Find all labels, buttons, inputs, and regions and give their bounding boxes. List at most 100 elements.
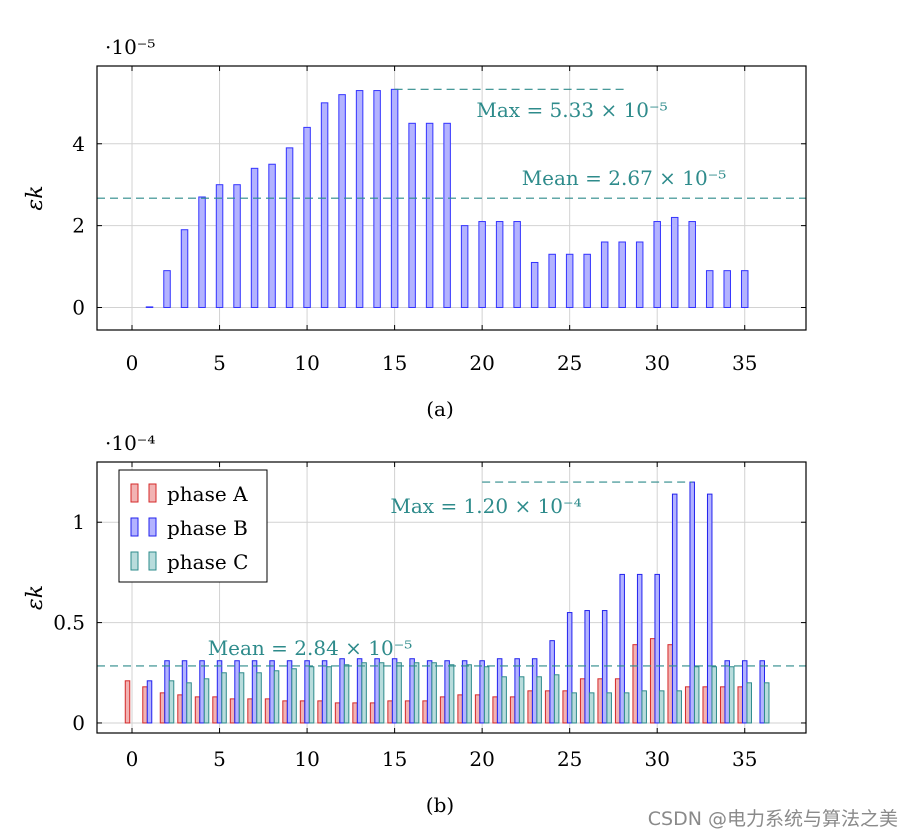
bar (636, 573, 643, 724)
bar (531, 658, 538, 724)
bar (422, 700, 428, 724)
scale-label: ·10⁻⁵ (105, 35, 155, 59)
x-tick-label: 15 (382, 351, 407, 375)
chart-caption: (a) (426, 397, 454, 421)
bar (177, 694, 183, 724)
bar (566, 612, 573, 724)
bar (746, 682, 752, 724)
bar (391, 658, 398, 724)
bar (588, 692, 595, 724)
bar (269, 660, 275, 724)
bar (688, 221, 696, 308)
chart-0: Max = 5.33 × 10⁻⁵ Mean = 2.67 × 10⁻⁵ 0 5 10 1… (23, 35, 807, 421)
bar (264, 698, 271, 724)
bar (741, 660, 748, 724)
bar (606, 692, 612, 724)
bar (641, 690, 647, 724)
bar (478, 221, 486, 308)
bar (702, 686, 708, 724)
bar (352, 702, 358, 724)
y-axis-label: εk (23, 185, 48, 210)
bar (614, 678, 621, 724)
bar (740, 270, 749, 308)
bar (530, 261, 539, 308)
bar (724, 660, 730, 724)
bar (676, 690, 682, 724)
legend-item: phase C (130, 550, 248, 574)
chart-caption: (b) (426, 793, 454, 817)
bar (250, 167, 259, 308)
bar (439, 696, 446, 724)
bar (466, 664, 472, 724)
bar (723, 270, 731, 308)
bar (387, 700, 393, 724)
bar (285, 147, 294, 308)
legend-swatch (148, 483, 157, 503)
bar (619, 573, 625, 724)
x-tick-label: 5 (213, 351, 226, 375)
bar (247, 698, 253, 724)
bar (378, 662, 385, 724)
x-tick-label: 30 (644, 747, 669, 771)
bar (369, 702, 376, 724)
bar (326, 666, 332, 724)
bar (343, 664, 350, 724)
bar (649, 638, 656, 724)
bar (728, 666, 735, 724)
bar (549, 640, 555, 724)
bar (194, 696, 201, 724)
bar (203, 678, 210, 724)
bar (234, 660, 240, 724)
bar (544, 690, 551, 724)
bar (356, 658, 363, 724)
y-tick-label: 4 (72, 132, 85, 156)
bar (256, 672, 262, 724)
axes-frame (96, 65, 807, 331)
bar (618, 241, 626, 308)
x-tick-label: 25 (557, 747, 582, 771)
bar (583, 253, 591, 308)
bar (181, 660, 188, 724)
bar (600, 241, 609, 308)
bar (180, 229, 189, 308)
bar (461, 660, 468, 724)
bar (448, 664, 455, 724)
bar (565, 253, 574, 308)
bar (693, 666, 700, 724)
bar (553, 674, 560, 724)
bar (291, 668, 297, 724)
bar (518, 676, 525, 724)
bar (251, 660, 258, 724)
x-tick-label: 20 (469, 747, 494, 771)
bar (479, 660, 485, 724)
legend-label: phase A (167, 482, 248, 506)
legend-box (118, 469, 268, 583)
bar (409, 658, 415, 724)
legend-swatch (148, 517, 157, 537)
watermark: CSDN @电力系统与算法之美 (647, 808, 898, 830)
x-tick-label: 0 (126, 351, 139, 375)
bar (238, 672, 245, 724)
bar (571, 692, 577, 724)
bar (737, 686, 743, 724)
bar (361, 662, 367, 724)
bar (268, 163, 276, 308)
bar (509, 696, 516, 724)
bar (705, 270, 714, 308)
bar (425, 122, 434, 308)
legend-item: phase B (130, 516, 248, 540)
y-tick-label: 0 (72, 711, 85, 735)
bar (483, 666, 490, 724)
bar (635, 241, 644, 308)
bar (355, 90, 364, 308)
bar (496, 658, 503, 724)
bar (513, 221, 521, 308)
bar (711, 666, 717, 724)
bar (597, 678, 603, 724)
bar (317, 700, 323, 724)
bar (548, 253, 556, 308)
bar (396, 662, 402, 724)
bar (457, 694, 463, 724)
bar (426, 660, 433, 724)
bar (408, 122, 416, 308)
